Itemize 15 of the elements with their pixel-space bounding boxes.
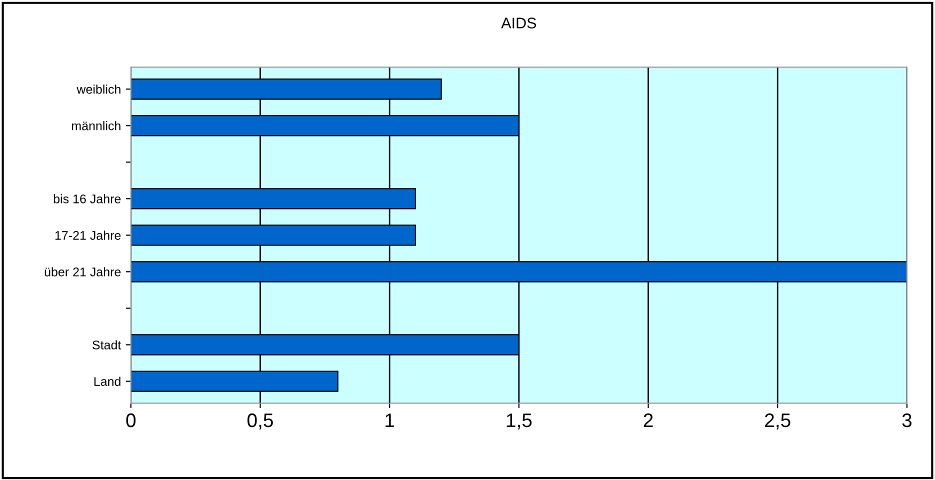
x-tick-label: 2 <box>644 413 653 428</box>
x-tick-label: 3 <box>902 413 912 428</box>
y-tick-label: weiblich <box>76 84 120 94</box>
y-tick-label: bis 16 Jahre <box>54 194 121 204</box>
x-tick-label: 0 <box>126 413 136 428</box>
y-tick-label: über 21 Jahre <box>44 267 121 276</box>
chart-title: AIDS <box>501 18 536 28</box>
x-tick-label: 2,5 <box>765 413 790 430</box>
y-tick-label: Stadt <box>92 340 122 350</box>
y-tick-label: männlich <box>72 121 120 130</box>
y-tick-label: 17-21 Jahre <box>55 230 121 240</box>
y-tick-label: Land <box>94 376 120 386</box>
x-tick-label: 1 <box>386 414 394 428</box>
x-tick-label: 0,5 <box>247 413 273 430</box>
x-tick-label: 1,5 <box>506 414 532 430</box>
